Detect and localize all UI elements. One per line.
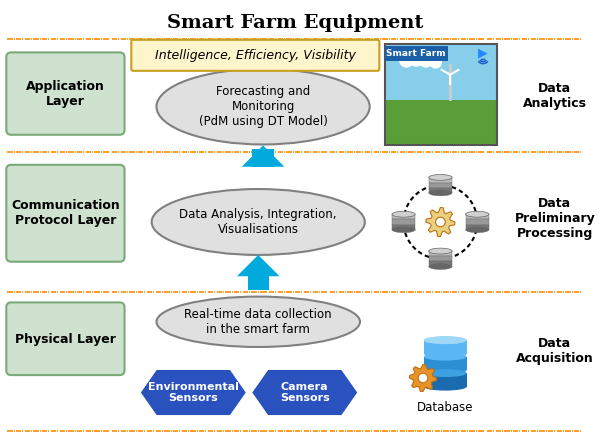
Text: Data Analysis, Integration,
Visualisations: Data Analysis, Integration, Visualisatio… — [179, 208, 337, 236]
Text: Forecasting and
Monitoring
(PdM using DT Model): Forecasting and Monitoring (PdM using DT… — [199, 85, 328, 128]
Text: Environmental
Sensors: Environmental Sensors — [148, 382, 239, 403]
Circle shape — [418, 373, 428, 383]
Text: Real-time data collection
in the smart farm: Real-time data collection in the smart f… — [184, 308, 332, 336]
Circle shape — [400, 53, 413, 67]
FancyBboxPatch shape — [392, 225, 415, 230]
Text: Physical Layer: Physical Layer — [15, 333, 116, 346]
Ellipse shape — [392, 227, 415, 233]
Ellipse shape — [152, 189, 365, 255]
FancyBboxPatch shape — [392, 214, 415, 219]
Text: Data
Acquisition: Data Acquisition — [516, 337, 593, 365]
FancyBboxPatch shape — [466, 214, 489, 219]
FancyBboxPatch shape — [7, 52, 125, 135]
Circle shape — [430, 56, 442, 68]
FancyBboxPatch shape — [429, 261, 452, 267]
Polygon shape — [426, 207, 455, 237]
FancyBboxPatch shape — [424, 357, 467, 370]
Ellipse shape — [424, 336, 467, 344]
FancyBboxPatch shape — [429, 177, 452, 183]
FancyBboxPatch shape — [385, 44, 497, 100]
Ellipse shape — [429, 264, 452, 269]
Circle shape — [407, 49, 425, 66]
Polygon shape — [248, 276, 269, 290]
Text: ▶: ▶ — [478, 47, 488, 60]
Polygon shape — [140, 369, 247, 416]
FancyBboxPatch shape — [385, 46, 448, 61]
Ellipse shape — [392, 211, 415, 217]
Polygon shape — [253, 149, 274, 167]
FancyBboxPatch shape — [424, 373, 467, 387]
Text: Communication
Protocol Layer: Communication Protocol Layer — [11, 199, 120, 227]
Ellipse shape — [466, 211, 489, 217]
Ellipse shape — [424, 369, 467, 377]
Circle shape — [419, 53, 433, 67]
FancyBboxPatch shape — [429, 183, 452, 188]
Ellipse shape — [157, 69, 370, 144]
Ellipse shape — [424, 350, 467, 358]
FancyBboxPatch shape — [424, 340, 467, 354]
Circle shape — [436, 217, 445, 227]
FancyBboxPatch shape — [385, 100, 497, 145]
Ellipse shape — [466, 227, 489, 233]
Ellipse shape — [157, 297, 360, 347]
Ellipse shape — [424, 353, 467, 361]
Ellipse shape — [429, 175, 452, 180]
Ellipse shape — [424, 383, 467, 391]
Text: Camera
Sensors: Camera Sensors — [280, 382, 329, 403]
FancyBboxPatch shape — [429, 256, 452, 261]
Text: Smart Farm Equipment: Smart Farm Equipment — [167, 14, 423, 32]
Text: Data
Analytics: Data Analytics — [523, 82, 587, 110]
Text: Data
Preliminary
Processing: Data Preliminary Processing — [514, 197, 595, 240]
FancyBboxPatch shape — [7, 303, 125, 375]
FancyBboxPatch shape — [429, 251, 452, 256]
Polygon shape — [409, 365, 437, 392]
Ellipse shape — [424, 336, 467, 344]
Polygon shape — [237, 255, 280, 276]
FancyBboxPatch shape — [429, 188, 452, 193]
FancyBboxPatch shape — [466, 219, 489, 225]
FancyBboxPatch shape — [392, 219, 415, 225]
Text: Application
Layer: Application Layer — [26, 80, 105, 108]
FancyBboxPatch shape — [131, 40, 379, 71]
Ellipse shape — [424, 366, 467, 374]
FancyBboxPatch shape — [7, 165, 125, 262]
Text: Intelligence, Efficiency, Visibility: Intelligence, Efficiency, Visibility — [155, 49, 356, 62]
Ellipse shape — [429, 190, 452, 196]
Text: Smart Farm: Smart Farm — [386, 49, 446, 58]
Polygon shape — [251, 369, 358, 416]
Polygon shape — [242, 145, 284, 167]
Text: Database: Database — [417, 400, 473, 414]
FancyBboxPatch shape — [466, 225, 489, 230]
Ellipse shape — [429, 248, 452, 254]
